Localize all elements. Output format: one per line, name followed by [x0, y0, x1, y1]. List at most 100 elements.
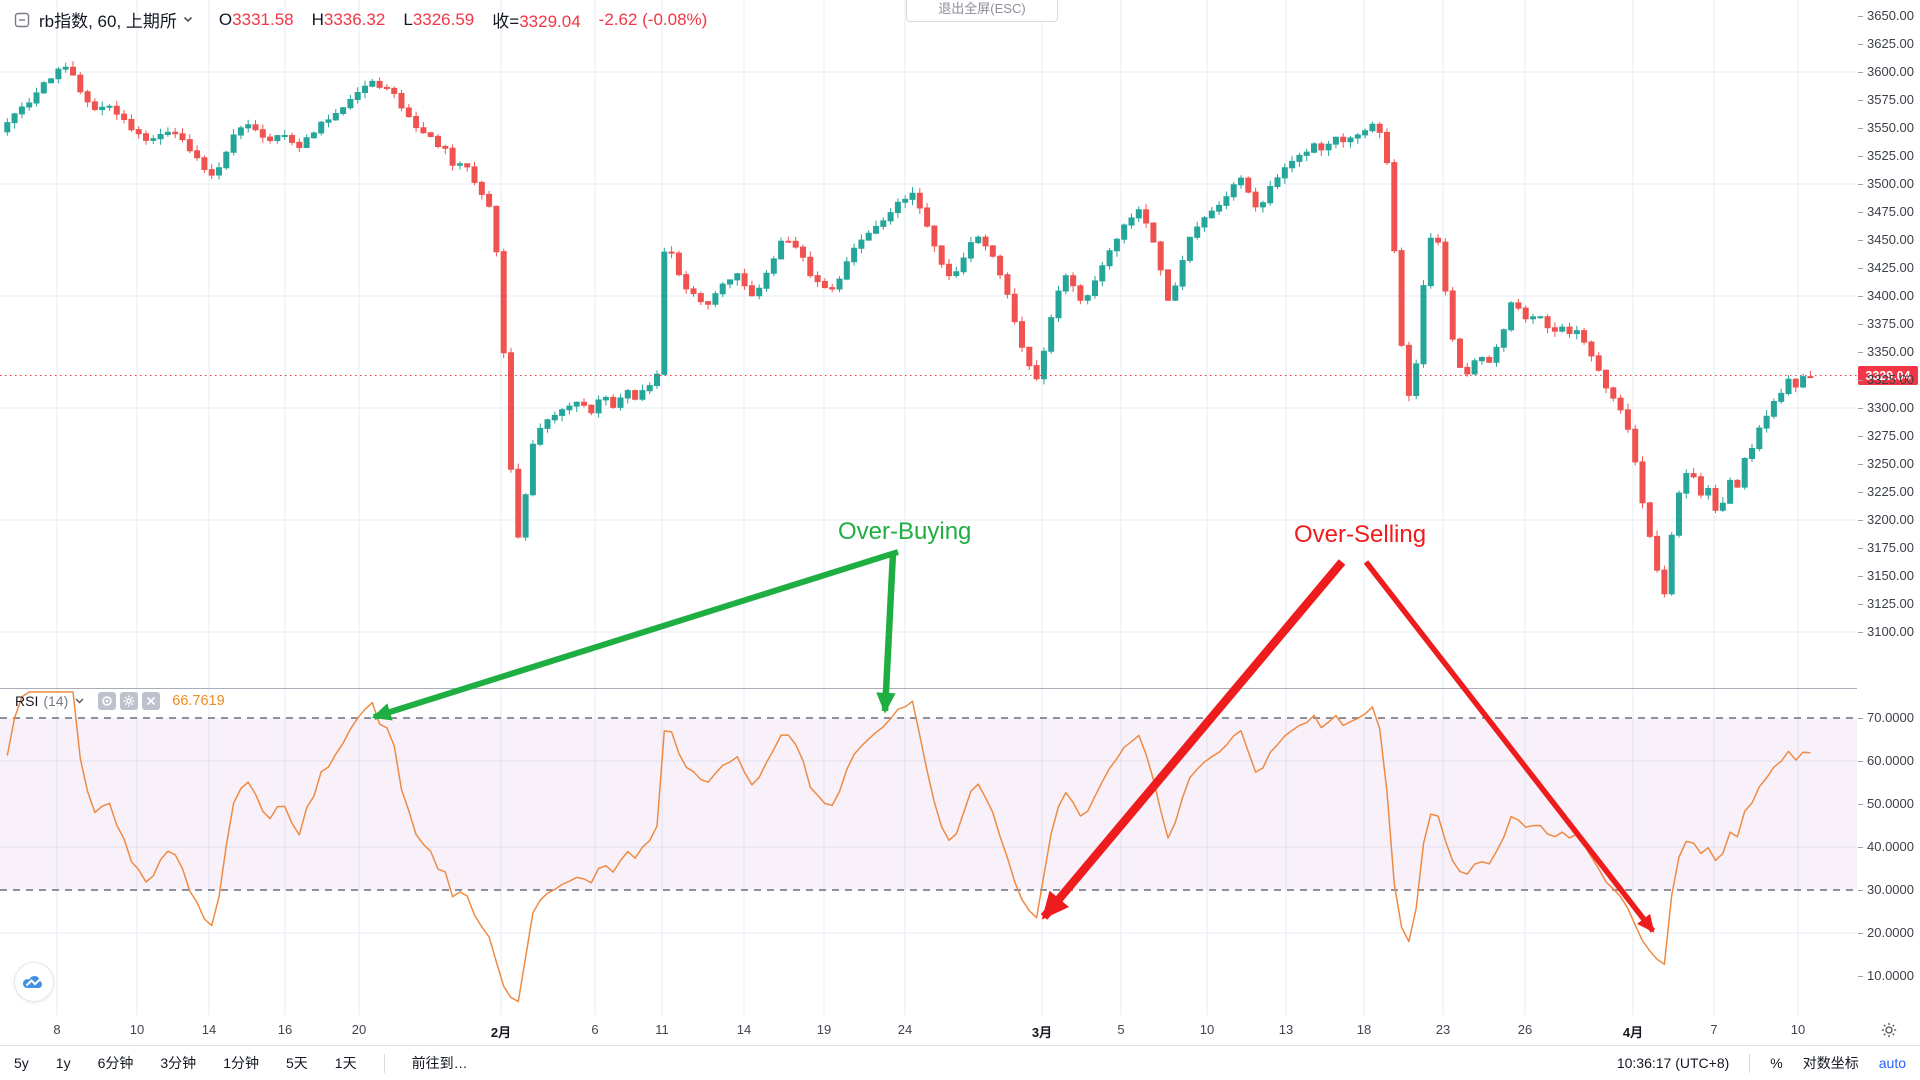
range-6min-button[interactable]: 6分钟 — [97, 1055, 134, 1071]
price-scale[interactable]: 3329.04 3650.00 3625.00 3600.00 3575.00 3550… — [1857, 0, 1920, 1045]
price-tick-label: 3475.00 — [1858, 204, 1914, 219]
rsi-title[interactable]: RSI — [15, 693, 39, 709]
time-scale[interactable]: 8 10 14 16 20 2月 6 11 14 19 24 3月 5 10 13 18 23 26 4月 7 10 — [0, 1015, 1857, 1045]
price-tick-label: 3175.00 — [1858, 540, 1914, 555]
price-tick-label: 3225.00 — [1858, 484, 1914, 499]
overselling-label: Over-Selling — [1294, 521, 1427, 548]
toolbar-divider — [383, 1053, 385, 1073]
price-tick-label: 3125.00 — [1858, 596, 1914, 611]
collapse-pane-icon[interactable] — [14, 12, 30, 28]
price-tick-label: 3250.00 — [1858, 456, 1914, 471]
rsi-param[interactable]: (14) — [43, 693, 69, 709]
close-icon[interactable] — [142, 692, 161, 710]
auto-scale-button[interactable]: auto — [1878, 1055, 1906, 1071]
rsi-value: 66.7619 — [172, 693, 225, 709]
price-tick-label: 3500.00 — [1858, 176, 1914, 191]
range-1d-button[interactable]: 1天 — [334, 1055, 357, 1071]
rsi-tick-label: 20.0000 — [1858, 925, 1914, 940]
price-tick-label: 3600.00 — [1858, 64, 1914, 79]
price-tick-label: 3575.00 — [1858, 92, 1914, 107]
price-tick-label: 3150.00 — [1858, 568, 1914, 583]
low-value: 3326.59 — [412, 9, 475, 29]
time-tick-label: 14 — [736, 1022, 752, 1037]
brand-logo-button[interactable] — [14, 962, 54, 1002]
time-tick-label: 3月 — [1031, 1025, 1053, 1040]
eye-icon[interactable] — [98, 692, 117, 710]
close-value: 3329.04 — [519, 12, 581, 31]
price-tick-label: 3375.00 — [1858, 316, 1914, 331]
scale-settings-corner[interactable] — [1858, 1015, 1920, 1045]
price-tick-label: 3550.00 — [1858, 120, 1914, 135]
exit-fullscreen-tooltip: 退出全屏(ESC) — [906, 0, 1058, 22]
price-tick-label: 3200.00 — [1858, 512, 1914, 527]
time-tick-label: 7 — [1710, 1022, 1718, 1037]
time-tick-label: 23 — [1435, 1022, 1451, 1037]
close-label: 收= — [492, 12, 520, 31]
time-tick-label: 5 — [1117, 1022, 1125, 1037]
toolbar-divider — [1749, 1053, 1751, 1073]
rsi-tick-label: 50.0000 — [1858, 796, 1914, 811]
session-clock[interactable]: 10:36:17 (UTC+8) — [1616, 1055, 1730, 1071]
price-tick-label: 3525.00 — [1858, 148, 1914, 163]
rsi-tick-label: 10.0000 — [1858, 968, 1914, 983]
chevron-down-icon[interactable] — [75, 698, 84, 704]
ohlc-values: O3331.58 H3336.32 L3326.59 收=3329.04 -2.… — [219, 7, 725, 32]
price-tick-label: 3100.00 — [1858, 624, 1914, 639]
range-5d-button[interactable]: 5天 — [285, 1055, 308, 1071]
high-value: 3336.32 — [323, 9, 386, 29]
range-1min-button[interactable]: 1分钟 — [223, 1055, 259, 1071]
price-tick-label: 3625.00 — [1858, 36, 1914, 51]
symbol-title[interactable]: rb指数, 60, 上期所 — [39, 12, 177, 31]
chevron-down-icon[interactable] — [183, 16, 193, 23]
time-tick-label: 14 — [201, 1022, 217, 1037]
gear-icon[interactable] — [120, 692, 139, 710]
time-tick-label: 10 — [1199, 1022, 1215, 1037]
time-tick-label: 26 — [1517, 1022, 1533, 1037]
time-tick-label: 10 — [129, 1022, 145, 1037]
range-3min-button[interactable]: 3分钟 — [160, 1055, 197, 1071]
open-label: O — [218, 9, 233, 29]
overbuying-label: Over-Buying — [838, 518, 972, 545]
candlestick-chart — [0, 0, 1857, 688]
rsi-tick-label: 40.0000 — [1858, 839, 1914, 854]
range-1y-button[interactable]: 1y — [55, 1055, 71, 1071]
low-label: L — [403, 9, 413, 29]
time-tick-label: 20 — [351, 1022, 367, 1037]
range-5y-button[interactable]: 5y — [14, 1055, 29, 1071]
cloud-chart-icon — [22, 973, 46, 991]
bottom-toolbar: 5y 1y 6分钟 3分钟 1分钟 5天 1天 前往到… 10:36:17 (U… — [0, 1045, 1920, 1080]
price-tick-label: 3650.00 — [1858, 8, 1914, 23]
price-tick-label: 3300.00 — [1858, 400, 1914, 415]
time-tick-label: 6 — [591, 1022, 599, 1037]
main-chart-pane[interactable] — [0, 0, 1857, 688]
pane-divider[interactable] — [0, 688, 1920, 689]
goto-date-button[interactable]: 前往到… — [411, 1055, 468, 1071]
price-tick-label: 3275.00 — [1858, 428, 1914, 443]
rsi-pane[interactable] — [0, 688, 1857, 1015]
symbol-legend: rb指数, 60, 上期所 O3331.58 H3336.32 L3326.59… — [14, 7, 725, 32]
time-tick-label: 16 — [277, 1022, 293, 1037]
sun-icon[interactable] — [1881, 1022, 1897, 1038]
time-tick-label: 18 — [1356, 1022, 1372, 1037]
price-tick-label: 3325.00 — [1858, 372, 1914, 387]
price-tick-label: 3425.00 — [1858, 260, 1914, 275]
change-value: -2.62 (-0.08%) — [598, 9, 708, 29]
time-tick-label: 2月 — [490, 1025, 512, 1040]
price-tick-label: 3350.00 — [1858, 344, 1914, 359]
rsi-tick-label: 60.0000 — [1858, 753, 1914, 768]
rsi-header: RSI (14) 66.7619 — [15, 692, 225, 710]
price-tick-label: 3450.00 — [1858, 232, 1914, 247]
percent-scale-button[interactable]: % — [1770, 1055, 1783, 1071]
time-tick-label: 4月 — [1622, 1025, 1644, 1040]
time-tick-label: 8 — [53, 1022, 61, 1037]
log-scale-button[interactable]: 对数坐标 — [1802, 1055, 1859, 1071]
time-tick-label: 24 — [897, 1022, 913, 1037]
time-tick-label: 19 — [816, 1022, 832, 1037]
last-price-badge: 3329.04 — [1858, 366, 1918, 385]
rsi-tick-label: 70.0000 — [1858, 710, 1914, 725]
time-tick-label: 10 — [1790, 1022, 1806, 1037]
high-label: H — [311, 9, 324, 29]
time-tick-label: 13 — [1278, 1022, 1294, 1037]
price-tick-label: 3400.00 — [1858, 288, 1914, 303]
